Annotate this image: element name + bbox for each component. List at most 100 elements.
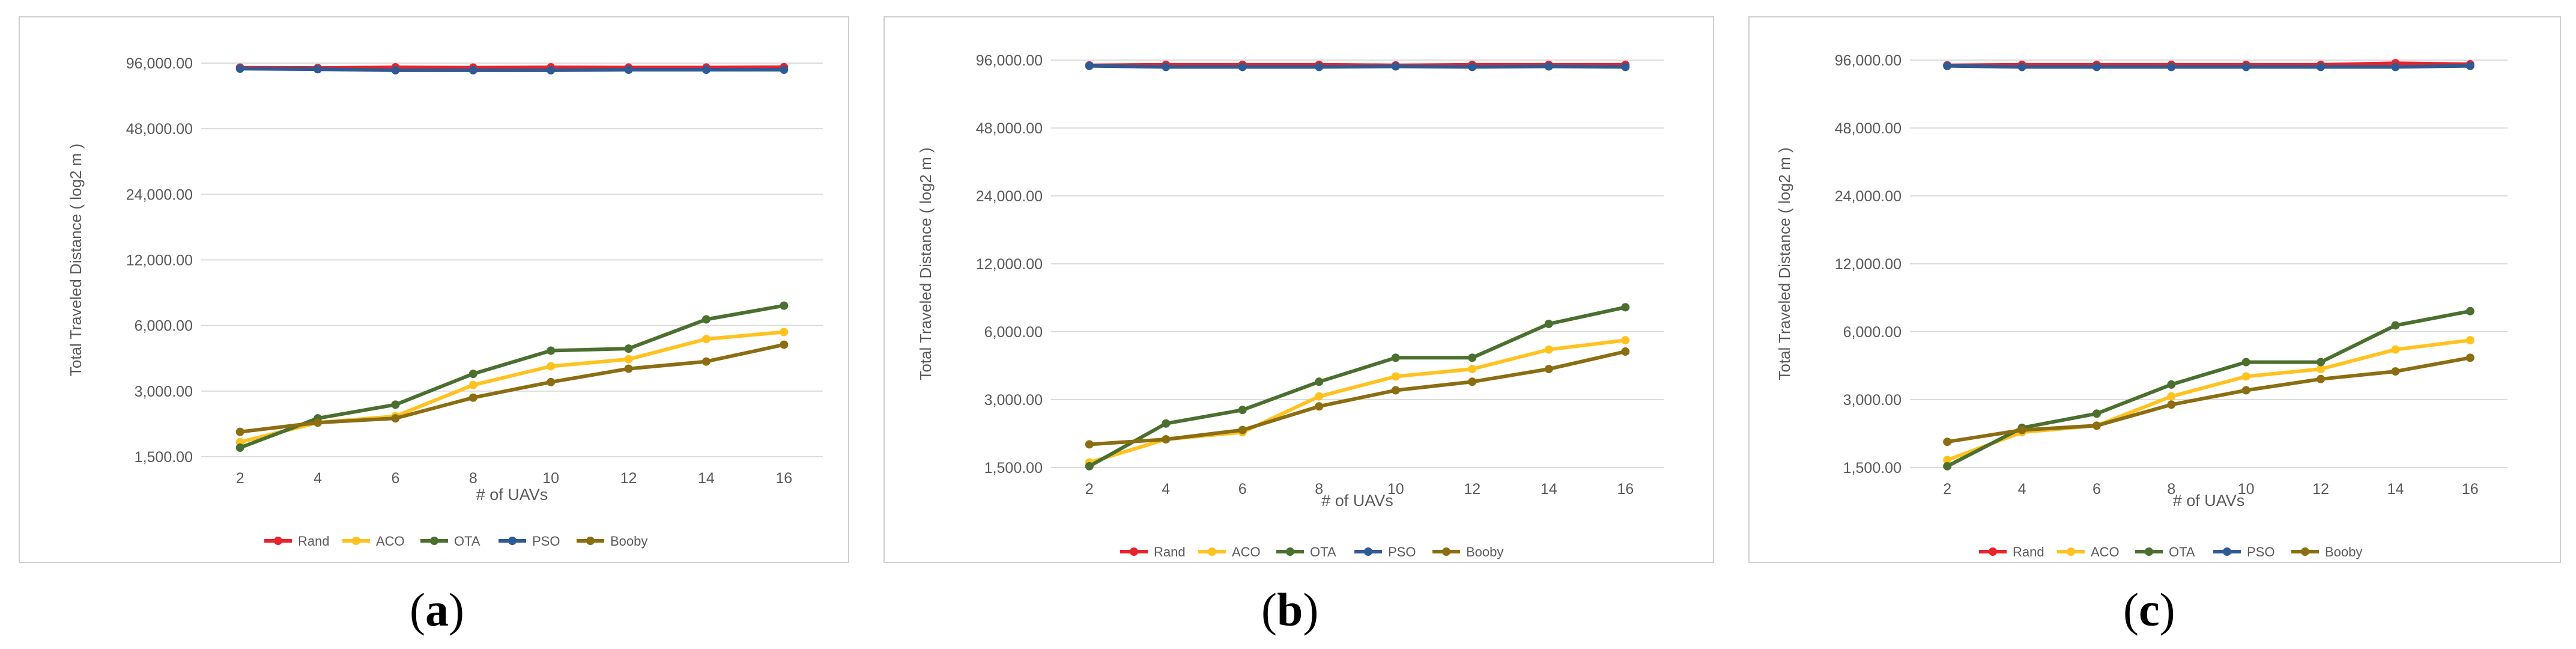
chart-a-xtick-label: 6 bbox=[391, 470, 399, 487]
chart-b-point-booby bbox=[1238, 425, 1247, 434]
chart-c-legend-rand-label: Rand bbox=[2013, 544, 2044, 559]
chart-a-ytick-label: 6,000.00 bbox=[135, 318, 193, 335]
chart-a-point-booby bbox=[624, 364, 633, 373]
chart-b-ytick-label: 24,000.00 bbox=[976, 188, 1043, 205]
chart-a-point-aco bbox=[547, 362, 556, 371]
chart-c-point-pso bbox=[2391, 62, 2400, 72]
chart-a-legend-aco-marker bbox=[352, 537, 360, 545]
chart-a-xtick-label: 16 bbox=[775, 470, 792, 487]
chart-b-xtick-label: 10 bbox=[1387, 481, 1404, 498]
chart-b-point-ota bbox=[1391, 353, 1400, 362]
chart-c-point-pso bbox=[2465, 61, 2474, 70]
chart-c-point-pso bbox=[2317, 62, 2326, 72]
chart-a-point-booby bbox=[391, 414, 400, 423]
chart-c-point-aco bbox=[2167, 392, 2176, 401]
chart-a-svg: 1,500.00 3,000.00 6,000.00 12,000.00 24,000.… bbox=[19, 16, 849, 563]
chart-a-series-booby-line bbox=[240, 343, 784, 434]
chart-b-point-pso bbox=[1391, 62, 1400, 71]
chart-b-xtick-label: 2 bbox=[1085, 481, 1094, 498]
chart-b-ytick-label: 48,000.00 bbox=[976, 120, 1043, 137]
chart-b-point-booby bbox=[1085, 440, 1094, 449]
chart-a-legend-ota-label: OTA bbox=[454, 534, 480, 549]
chart-c-legend-booby-marker bbox=[2301, 547, 2309, 556]
chart-a-point-booby bbox=[702, 357, 711, 366]
chart-b-series-pso-line bbox=[1089, 64, 1626, 69]
chart-b-point-booby bbox=[1621, 347, 1630, 356]
chart-c-ytick-label: 3,000.00 bbox=[1843, 392, 1902, 409]
chart-c-ytick-label: 12,000.00 bbox=[1835, 256, 1902, 273]
chart-a-xlabel: # of UAVs bbox=[476, 486, 548, 504]
chart-b-point-aco bbox=[1468, 365, 1477, 374]
chart-b-point-ota bbox=[1085, 462, 1094, 471]
chart-c-xtick-label: 14 bbox=[2387, 481, 2404, 498]
chart-c-xtick-label: 10 bbox=[2238, 481, 2255, 498]
chart-c-point-booby bbox=[2317, 374, 2326, 383]
chart-a-ytick-label: 24,000.00 bbox=[126, 186, 193, 203]
chart-c-point-aco bbox=[2391, 345, 2400, 354]
chart-a-xtick-label: 2 bbox=[236, 470, 244, 487]
chart-b-series-ota-line bbox=[1088, 305, 1626, 468]
chart-a-ytick-label: 1,500.00 bbox=[135, 449, 193, 466]
chart-c-ytick-label: 1,500.00 bbox=[1843, 460, 1902, 477]
chart-b-legend-booby-label: Booby bbox=[1466, 544, 1503, 559]
chart-b-ytick-label: 1,500.00 bbox=[984, 460, 1043, 477]
caption-a-letter: a bbox=[425, 583, 449, 636]
chart-c-xlabel: # of UAVs bbox=[2173, 492, 2245, 510]
chart-c-ylabel: Total Traveled Distance ( log2 m ) bbox=[1775, 147, 1793, 380]
chart-c-xtick-label: 16 bbox=[2462, 481, 2479, 498]
chart-b-xtick-label: 16 bbox=[1617, 481, 1634, 498]
chart-c-legend-ota-marker bbox=[2145, 547, 2153, 556]
chart-b-legend-aco-marker bbox=[1208, 547, 1216, 556]
caption-b-open: ( bbox=[1261, 583, 1277, 636]
chart-a-legend-pso-label: PSO bbox=[532, 534, 560, 549]
chart-a-legend-aco-label: ACO bbox=[376, 534, 405, 549]
chart-c-point-ota bbox=[2241, 358, 2250, 367]
chart-b-frame bbox=[883, 16, 1714, 563]
chart-b-point-pso bbox=[1468, 62, 1477, 72]
caption-b-letter: b bbox=[1276, 583, 1303, 636]
chart-a-legend-booby-marker bbox=[586, 537, 595, 545]
chart-b-point-pso bbox=[1544, 62, 1553, 71]
caption-a-close: ) bbox=[448, 583, 464, 636]
chart-b-ytick-label: 96,000.00 bbox=[976, 52, 1043, 69]
chart-c-point-pso bbox=[2017, 62, 2026, 72]
chart-b-point-ota bbox=[1315, 377, 1324, 386]
chart-c-point-ota bbox=[1943, 462, 1952, 471]
chart-c-series-rand-line bbox=[1947, 61, 2470, 67]
chart-a-point-aco bbox=[702, 335, 711, 344]
chart-b-point-booby bbox=[1162, 435, 1171, 444]
chart-c-point-aco bbox=[1943, 456, 1952, 465]
chart-c-point-pso bbox=[1943, 61, 1952, 70]
chart-b-point-ota bbox=[1621, 303, 1630, 312]
chart-a-ytick-label: 12,000.00 bbox=[126, 252, 193, 269]
chart-c-point-booby bbox=[2465, 353, 2474, 362]
chart-b-legend-pso-label: PSO bbox=[1388, 544, 1416, 559]
chart-c-legend-aco-label: ACO bbox=[2091, 544, 2120, 559]
chart-a-legend-rand-label: Rand bbox=[298, 534, 330, 549]
chart-a-point-pso bbox=[547, 66, 556, 75]
chart-c-point-pso bbox=[2092, 62, 2101, 72]
chart-b-legend-ota-label: OTA bbox=[1310, 544, 1336, 559]
chart-a-point-booby bbox=[235, 427, 244, 436]
chart-b-ytick-label: 3,000.00 bbox=[984, 392, 1043, 409]
chart-a-point-pso bbox=[391, 66, 400, 75]
chart-c-legend-rand-marker bbox=[1989, 547, 1997, 556]
chart-c-svg: 1,500.00 3,000.00 6,000.00 12,000.00 24,000.… bbox=[1748, 16, 2561, 563]
chart-c-series-pso-line bbox=[1947, 64, 2470, 69]
chart-c-xtick-label: 2 bbox=[1943, 481, 1951, 498]
chart-a-legend-rand-marker bbox=[274, 537, 282, 545]
chart-a-point-ota bbox=[780, 301, 789, 310]
chart-b-point-booby bbox=[1315, 402, 1324, 411]
chart-c-series-ota-line bbox=[1946, 309, 2471, 468]
chart-a-ytick-label: 48,000.00 bbox=[126, 121, 193, 138]
chart-a-point-ota bbox=[468, 370, 477, 379]
chart-c-point-aco bbox=[2317, 365, 2326, 374]
chart-c-point-pso bbox=[2241, 62, 2250, 72]
chart-c-point-ota bbox=[2167, 380, 2176, 389]
chart-c-point-pso bbox=[2167, 62, 2176, 72]
chart-c-xtick-label: 4 bbox=[2018, 481, 2026, 498]
chart-a-xtick-label: 4 bbox=[314, 470, 322, 487]
chart-b-point-pso bbox=[1621, 62, 1630, 72]
chart-a-point-pso bbox=[702, 66, 711, 75]
chart-c-point-booby bbox=[2017, 425, 2026, 434]
